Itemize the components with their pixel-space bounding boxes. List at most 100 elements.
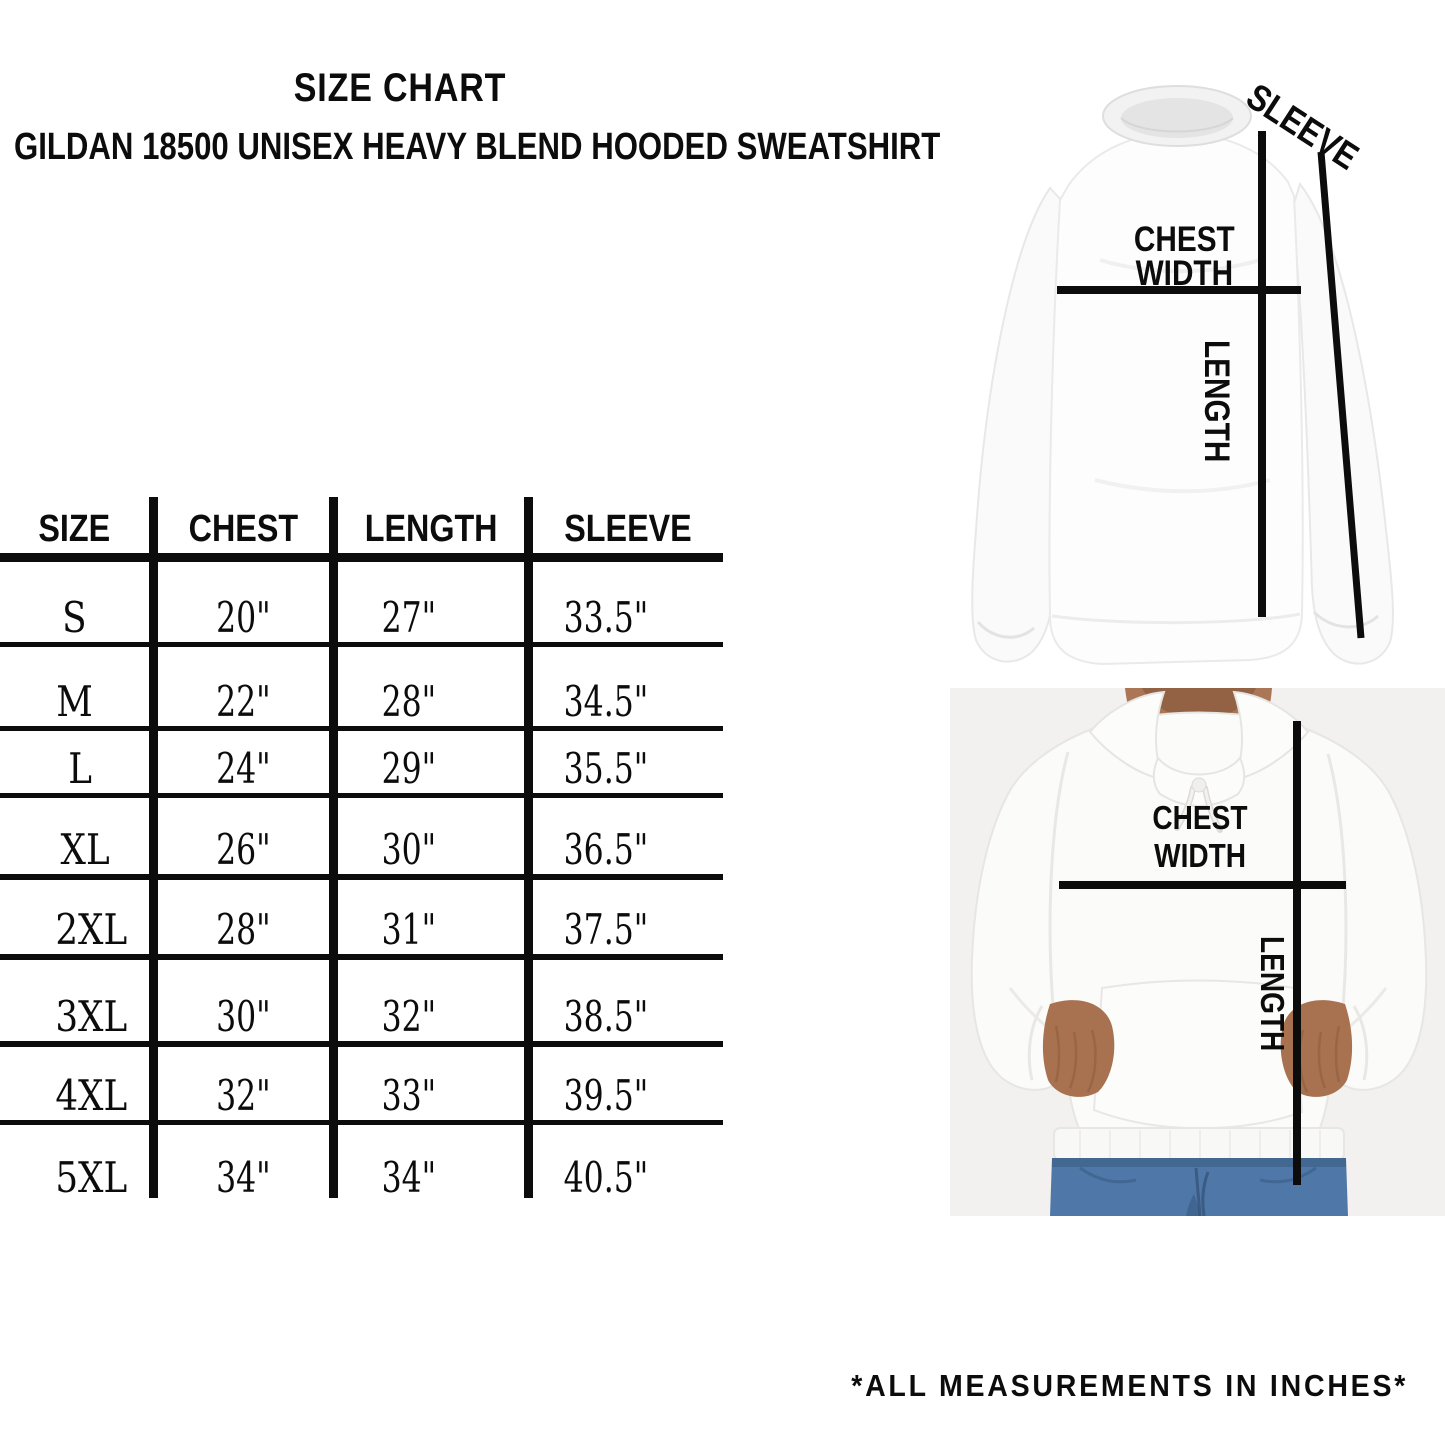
table-cell: L [0, 731, 149, 817]
sleeve-measure-line [1317, 151, 1365, 639]
drawstring-right-highlight [1203, 787, 1222, 831]
table-cell: 5XL [0, 1125, 149, 1216]
table-cell: 22" [158, 647, 329, 740]
jeans-leg-shadow [1186, 1194, 1200, 1216]
table-header-cell: SIZE [0, 497, 149, 555]
cell-text: 32" [216, 1071, 271, 1120]
left-hand-fingers [1054, 1025, 1097, 1093]
table-header-divider [0, 553, 723, 562]
table-column-divider [329, 497, 338, 1198]
table-header-cell: LENGTH [338, 497, 524, 555]
jeans-fly [1194, 1167, 1210, 1216]
collar-opening [1121, 98, 1233, 138]
product-subtitle: GILDAN 18500 UNISEX HEAVY BLEND HOODED S… [14, 126, 1014, 169]
fold-shading [1099, 258, 1261, 274]
label-text: CHEST [1152, 799, 1248, 836]
cell-text: LENGTH [364, 508, 498, 550]
cell-text: XL [60, 825, 110, 874]
chest-width-label-line2: WIDTH [1125, 837, 1275, 875]
table-row-divider [0, 1041, 723, 1047]
chest-width-label-line1: CHEST [1109, 220, 1259, 260]
table-cell: 27" [338, 562, 524, 648]
right-sleeve-seam [1326, 753, 1348, 1021]
measurements-note-text: *ALL MEASUREMENTS IN INCHES* [851, 1368, 1409, 1403]
table-row-divider [0, 874, 723, 880]
cell-text: 36.5" [563, 825, 648, 874]
hoodie-model-photo [950, 688, 1445, 1216]
table-cell: 34.5" [533, 647, 723, 734]
table-header-cell: CHEST [158, 497, 329, 555]
length-measure-label: LENGTH [1253, 936, 1291, 1051]
jeans-pockets [1079, 1166, 1317, 1184]
table-cell: 31" [338, 879, 524, 972]
collar-seam [1120, 117, 1234, 133]
table-cell: 28" [158, 879, 329, 974]
table-column-divider [524, 497, 533, 1198]
cell-text: 27" [381, 593, 436, 642]
page-title-text: SIZE CHART [293, 66, 507, 110]
table-row-divider [0, 793, 723, 798]
hood-left [1088, 690, 1168, 782]
cell-text: 39.5" [563, 1071, 648, 1120]
cell-text: 22" [216, 677, 271, 726]
table-cell: 40.5" [533, 1125, 723, 1220]
label-text: LENGTH [1254, 936, 1291, 1052]
label-text: WIDTH [1154, 837, 1246, 874]
cell-text: 31" [381, 905, 436, 954]
cell-text: 28" [381, 677, 436, 726]
table-column-divider [149, 497, 158, 1198]
chest-width-label-line2: WIDTH [1109, 254, 1259, 294]
cell-text: 30" [381, 825, 436, 874]
table-cell: 2XL [0, 879, 149, 966]
page-title: SIZE CHART [0, 66, 800, 111]
table-cell: 36.5" [533, 798, 723, 884]
left-sleeve-seam [1048, 751, 1070, 1019]
label-text: LENGTH [1197, 340, 1236, 463]
table-cell: XL [0, 798, 149, 884]
table-cell: 29" [338, 731, 524, 799]
table-cell: 38.5" [533, 959, 723, 1065]
table-cell: 34" [158, 1125, 329, 1212]
cell-text: SLEEVE [564, 508, 692, 550]
fold-shading [1094, 478, 1271, 494]
chin-shadow [1142, 688, 1256, 720]
table-row-divider [0, 642, 723, 647]
cell-text: 34" [381, 1153, 436, 1202]
table-row-divider [0, 1120, 723, 1125]
label-text: CHEST [1133, 220, 1235, 259]
cell-text: 35.5" [563, 744, 648, 793]
hood-right [1230, 690, 1310, 782]
cell-text: 33.5" [563, 593, 648, 642]
cell-text: 24" [216, 744, 271, 793]
table-cell: 4XL [0, 1046, 149, 1130]
hem-ribbing [1079, 1130, 1321, 1158]
table-cell: S [0, 562, 149, 648]
table-cell: M [0, 647, 149, 742]
cell-text: SIZE [38, 508, 111, 550]
kangaroo-pocket [1092, 979, 1304, 1130]
table-cell: 32" [158, 1046, 329, 1124]
table-row-divider [0, 726, 723, 731]
drawstring-left-highlight [1175, 787, 1195, 829]
table-row-divider [0, 954, 723, 960]
cell-text: 20" [216, 593, 271, 642]
label-text: WIDTH [1135, 254, 1233, 293]
cell-text: 32" [381, 992, 436, 1041]
cell-text: L [67, 744, 92, 793]
cell-text: 2XL [55, 905, 128, 954]
right-cuff-seam [1352, 1005, 1369, 1081]
table-cell: 20" [158, 562, 329, 648]
cell-text: CHEST [188, 508, 299, 550]
length-measure-label: LENGTH [1196, 340, 1236, 462]
table-cell: 28" [338, 647, 524, 756]
drawstring-knot [1191, 777, 1207, 793]
cell-text: 33" [381, 1071, 436, 1120]
table-cell: 24" [158, 731, 329, 795]
size-table: SIZE CHEST LENGTH SLEEVE S 20" 27" 33.5" M 22" 28"… [0, 497, 723, 1207]
cell-text: 40.5" [563, 1153, 648, 1202]
cell-text: 34.5" [563, 677, 648, 726]
table-cell: 32" [338, 959, 524, 1047]
cell-text: 29" [381, 744, 436, 793]
cell-text: 3XL [55, 992, 128, 1041]
left-hand [1042, 1000, 1115, 1097]
